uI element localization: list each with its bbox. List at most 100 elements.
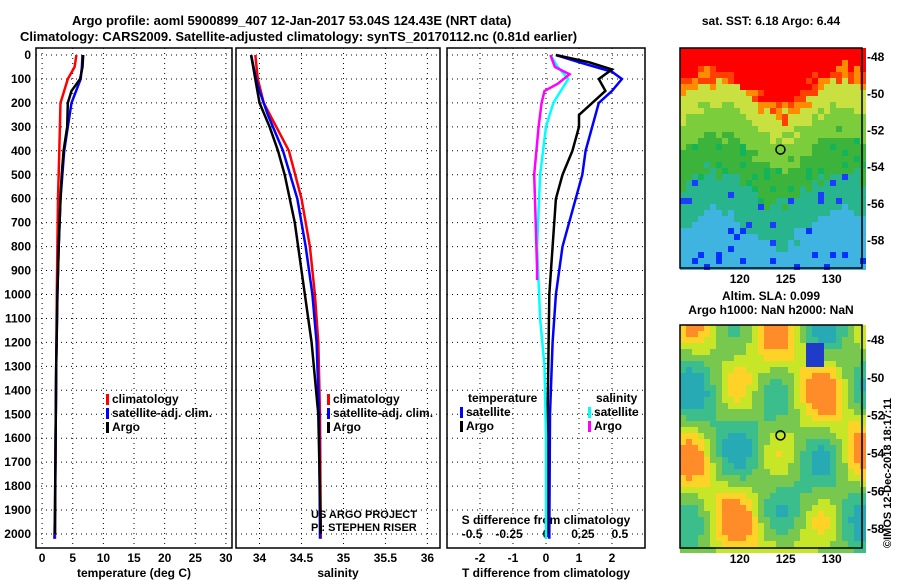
map-cell xyxy=(752,114,758,120)
map-cell xyxy=(758,222,764,228)
map-cell xyxy=(860,174,866,180)
series-line-t-argo xyxy=(546,53,615,534)
map-cell xyxy=(842,439,848,445)
map-cell xyxy=(812,331,818,337)
map-cell xyxy=(794,186,800,192)
map-cell xyxy=(848,427,854,433)
map-cell xyxy=(746,445,752,451)
map-cell xyxy=(836,451,842,457)
map-cell xyxy=(704,379,710,385)
map-cell xyxy=(812,535,818,541)
map-cell xyxy=(860,156,866,162)
map-cell xyxy=(716,54,722,60)
map-cell xyxy=(860,132,866,138)
map-cell xyxy=(704,168,710,174)
map-cell xyxy=(854,403,860,409)
map-cell xyxy=(770,529,776,535)
map-cell xyxy=(842,445,848,451)
map-cell xyxy=(698,523,704,529)
map-cell xyxy=(788,102,794,108)
plot-frame xyxy=(35,47,233,549)
legend-label: satellite xyxy=(594,405,639,419)
map-cell xyxy=(710,156,716,162)
map-cell xyxy=(740,499,746,505)
map-cell xyxy=(770,493,776,499)
map-cell xyxy=(860,222,866,228)
map-cell xyxy=(860,84,866,90)
map-cell xyxy=(782,361,788,367)
map-cell xyxy=(812,409,818,415)
map-cell xyxy=(686,54,692,60)
map-cell xyxy=(782,66,788,72)
map-cell xyxy=(824,493,830,499)
y-tick-label: 900 xyxy=(11,264,31,278)
map-cell xyxy=(716,198,722,204)
map-cell xyxy=(686,222,692,228)
map-cell xyxy=(782,355,788,361)
map-cell xyxy=(704,144,710,150)
map-cell xyxy=(788,361,794,367)
map-cell xyxy=(692,349,698,355)
map-cell xyxy=(734,415,740,421)
map-y-tick-label: -54 xyxy=(867,160,885,174)
map-cell xyxy=(710,427,716,433)
map-cell xyxy=(740,361,746,367)
map-cell xyxy=(734,505,740,511)
map-cell xyxy=(818,84,824,90)
map-cell xyxy=(716,349,722,355)
map-cell xyxy=(842,529,848,535)
map-cell xyxy=(830,246,836,252)
map-cell xyxy=(800,240,806,246)
map-cell xyxy=(818,397,824,403)
map-cell xyxy=(692,481,698,487)
map-cell xyxy=(698,264,704,270)
map-cell xyxy=(734,48,740,54)
map-cell xyxy=(764,264,770,270)
map-cell xyxy=(776,427,782,433)
map-cell xyxy=(680,481,686,487)
map-cell xyxy=(734,445,740,451)
map-cell xyxy=(758,505,764,511)
map-cell xyxy=(746,331,752,337)
map-cell xyxy=(746,78,752,84)
map-cell xyxy=(716,186,722,192)
map-cell xyxy=(770,481,776,487)
map-cell xyxy=(794,156,800,162)
map-cell xyxy=(794,96,800,102)
map-cell xyxy=(746,222,752,228)
map-cell xyxy=(848,72,854,78)
map-cell xyxy=(740,210,746,216)
map-cell xyxy=(704,475,710,481)
map-cell xyxy=(776,469,782,475)
map-cell xyxy=(704,343,710,349)
map-cell xyxy=(680,66,686,72)
map-cell xyxy=(782,264,788,270)
map-cell xyxy=(848,126,854,132)
map-cell xyxy=(800,331,806,337)
map-cell xyxy=(764,433,770,439)
map-cell xyxy=(746,469,752,475)
map-cell xyxy=(800,108,806,114)
map-cell xyxy=(800,138,806,144)
map-cell xyxy=(698,144,704,150)
map-cell xyxy=(728,529,734,535)
map-cell xyxy=(776,258,782,264)
map-cell xyxy=(734,138,740,144)
map-cell xyxy=(758,48,764,54)
map-cell xyxy=(752,60,758,66)
map-cell xyxy=(680,102,686,108)
map-cell xyxy=(746,150,752,156)
map-cell xyxy=(722,385,728,391)
map-cell xyxy=(848,535,854,541)
map-cell xyxy=(776,234,782,240)
map-cell xyxy=(704,445,710,451)
map-cell xyxy=(812,120,818,126)
map-cell xyxy=(830,264,836,270)
map-cell xyxy=(752,421,758,427)
map-cell xyxy=(710,325,716,331)
map-cell xyxy=(740,463,746,469)
map-cell xyxy=(764,228,770,234)
map-cell xyxy=(842,258,848,264)
